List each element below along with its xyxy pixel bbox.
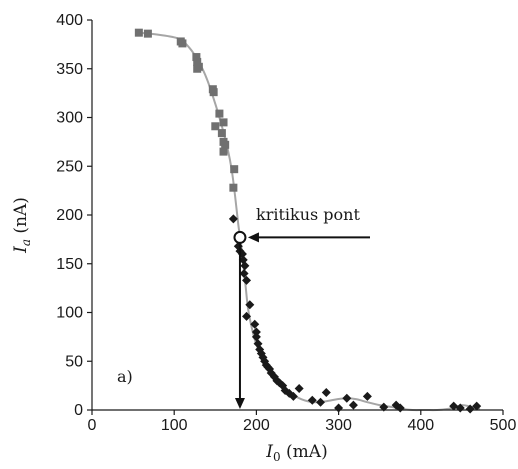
diamond-data-point — [251, 332, 261, 342]
annotation-group — [233, 230, 370, 409]
vertical-arrow-head — [234, 398, 245, 409]
diamond-data-point — [449, 401, 459, 411]
diamond-data-point — [251, 327, 261, 337]
square-data-point — [221, 140, 230, 149]
diamond-data-point — [321, 387, 331, 397]
diamond-data-point — [465, 404, 475, 414]
y-axis-title-unit: (nA) — [11, 197, 31, 239]
diamond-data-point — [228, 214, 238, 224]
diamond-data-point — [245, 300, 255, 310]
diamond-data-point — [348, 400, 358, 410]
diamond-data-point — [455, 403, 465, 413]
square-data-point — [143, 29, 152, 38]
critical-point-marker — [233, 230, 247, 244]
square-data-point — [209, 88, 218, 97]
square-data-point — [178, 39, 187, 48]
x-axis-title-sub: 0 — [273, 450, 281, 464]
y-tick-label: 250 — [56, 158, 83, 175]
square-data-point — [219, 118, 228, 127]
diamond-data-point — [379, 402, 389, 412]
diamond-data-point — [334, 403, 344, 413]
square-data-point — [134, 28, 143, 37]
diamond-data-point — [294, 384, 304, 394]
axes-group: 0 50 100 150 200 250 300 350 400 0 100 200 300 400 500 — [56, 12, 516, 434]
diamond-data-point — [362, 391, 372, 401]
y-tick-label: 300 — [56, 110, 83, 127]
y-tick-label: 350 — [56, 61, 83, 78]
diamond-data-point — [242, 311, 252, 321]
horizontal-arrow-head — [247, 232, 259, 243]
diamond-data-point — [242, 275, 252, 285]
y-tick-label: 400 — [56, 12, 83, 29]
square-data-point — [229, 183, 238, 192]
diamond-data-point — [307, 395, 317, 405]
x-axis-title: I0 (mA) — [265, 442, 327, 464]
y-tick-label: 50 — [65, 353, 83, 370]
x-tick-label: 400 — [407, 417, 434, 434]
diamond-data-point — [342, 393, 352, 403]
square-data-point — [215, 109, 224, 118]
x-tick-label: 200 — [243, 417, 270, 434]
y-tick-label: 0 — [74, 402, 83, 419]
diamond-data-point — [288, 391, 298, 401]
diamond-data-point — [395, 403, 405, 413]
x-axis-title-main: I — [265, 442, 273, 462]
square-data-point — [193, 64, 202, 73]
y-axis-title-sub: a — [19, 239, 33, 246]
square-data-point — [192, 53, 201, 62]
y-tick-label: 200 — [56, 207, 83, 224]
square-data-point — [230, 165, 239, 174]
diamond-data-point — [240, 261, 250, 271]
x-tick-label: 300 — [325, 417, 352, 434]
x-tick-label: 0 — [88, 417, 97, 434]
x-axis-title-unit: (mA) — [281, 442, 328, 462]
critical-point-label: kritikus pont — [256, 205, 360, 224]
x-tick-label: 100 — [161, 417, 188, 434]
square-data-point — [217, 129, 226, 138]
diamond-data-point — [239, 269, 249, 278]
x-tick-label: 500 — [490, 417, 517, 434]
points-group — [134, 28, 482, 414]
diamond-data-point — [316, 397, 326, 407]
y-axis-title: Ia (nA) — [11, 197, 33, 254]
y-tick-label: 100 — [56, 305, 83, 322]
diamond-data-point — [472, 401, 482, 411]
y-tick-label: 150 — [56, 256, 83, 273]
panel-label: a) — [117, 367, 133, 386]
y-axis-title-main: I — [11, 246, 31, 254]
diamond-data-point — [250, 319, 260, 329]
square-data-point — [219, 147, 228, 156]
square-data-point — [211, 122, 220, 131]
square-data-point — [193, 57, 202, 66]
